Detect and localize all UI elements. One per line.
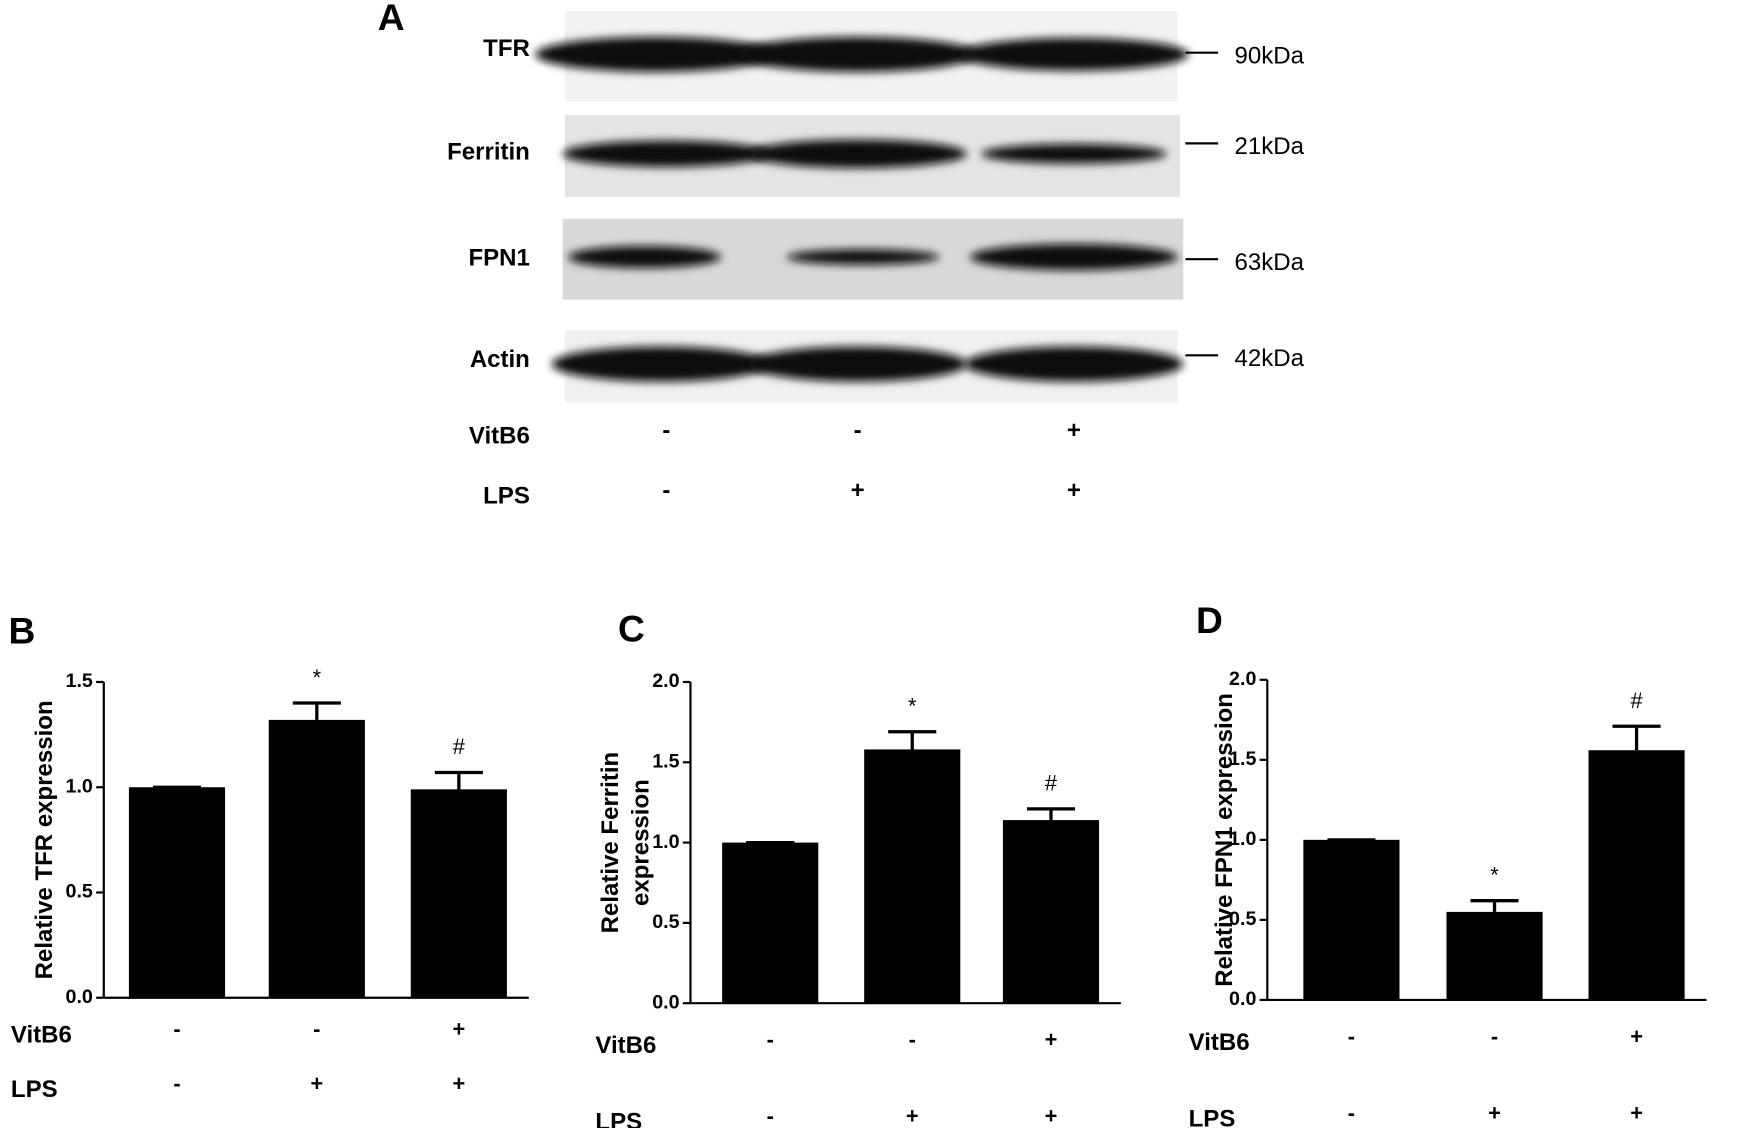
size-label: 90kDa xyxy=(1235,42,1305,69)
panel-label: A xyxy=(378,0,405,38)
y-axis-title: Relative TFR expression xyxy=(31,700,58,979)
y-tick-label: 1.5 xyxy=(1229,748,1256,770)
treatment-sign: + xyxy=(310,1071,323,1096)
treatment-sign: - xyxy=(173,1071,180,1096)
treatment-sign: - xyxy=(909,1027,916,1052)
blot-band xyxy=(748,346,967,382)
significance-mark: * xyxy=(908,694,917,719)
panel-label: D xyxy=(1196,599,1223,641)
y-tick-label: 2.0 xyxy=(652,670,679,692)
bar xyxy=(722,842,819,1004)
treatment-label: LPS xyxy=(483,483,530,510)
blot-row-label: Ferritin xyxy=(447,139,530,166)
treatment-sign: - xyxy=(662,477,670,504)
bar xyxy=(128,787,226,998)
y-tick-label: 1.0 xyxy=(1229,828,1256,850)
y-tick-label: 0.5 xyxy=(652,911,679,933)
treatment-label: LPS xyxy=(11,1076,58,1103)
significance-mark: * xyxy=(313,665,322,690)
treatment-label: VitB6 xyxy=(469,423,530,450)
treatment-sign: - xyxy=(1348,1100,1355,1125)
y-tick-label: 1.5 xyxy=(652,750,679,772)
treatment-sign: - xyxy=(1491,1024,1498,1049)
y-tick-label: 1.5 xyxy=(66,670,93,692)
treatment-sign: - xyxy=(767,1027,774,1052)
bar xyxy=(1002,820,1100,1004)
error-bar xyxy=(888,730,937,750)
blot-band xyxy=(535,36,776,72)
significance-mark: * xyxy=(1490,862,1499,887)
treatment-sign: - xyxy=(662,417,670,444)
blot-band xyxy=(562,140,771,167)
size-label: 42kDa xyxy=(1235,345,1305,372)
blot-row-label: FPN1 xyxy=(468,245,529,272)
treatment-label: VitB6 xyxy=(595,1032,656,1059)
bar xyxy=(1588,750,1685,1000)
blot-band xyxy=(786,249,940,265)
bar xyxy=(410,789,507,998)
y-tick-label: 0.0 xyxy=(1229,988,1256,1010)
y-tick-label: 1.0 xyxy=(652,831,679,853)
treatment-sign: - xyxy=(767,1104,774,1128)
treatment-sign: + xyxy=(1488,1100,1501,1125)
size-label: 21kDa xyxy=(1235,133,1305,160)
significance-mark: # xyxy=(453,734,466,759)
treatment-label: LPS xyxy=(1189,1105,1236,1128)
treatment-sign: + xyxy=(906,1104,919,1128)
bar xyxy=(268,719,365,998)
treatment-sign: + xyxy=(1067,477,1081,504)
y-tick-label: 2.0 xyxy=(1229,668,1256,690)
y-axis-title: expression xyxy=(628,779,655,906)
blot-row-label: Actin xyxy=(470,346,530,373)
size-label: 63kDa xyxy=(1235,249,1305,276)
y-axis-title: Relative Ferritin xyxy=(597,752,624,934)
blot-band xyxy=(748,139,967,168)
blot-band xyxy=(551,346,771,382)
y-tick-label: 0.5 xyxy=(66,881,93,903)
bar xyxy=(1446,911,1543,1000)
treatment-sign: - xyxy=(854,417,862,444)
treatment-sign: - xyxy=(1348,1024,1355,1049)
treatment-sign: + xyxy=(1045,1027,1058,1052)
blot-band xyxy=(964,346,1184,382)
significance-mark: # xyxy=(1045,771,1058,796)
treatment-sign: + xyxy=(452,1071,465,1096)
significance-mark: # xyxy=(1630,688,1643,713)
y-tick-label: 1.0 xyxy=(66,775,93,797)
treatment-sign: + xyxy=(1067,417,1081,444)
error-bar xyxy=(1026,807,1076,821)
treatment-sign: - xyxy=(313,1016,320,1041)
blot-band xyxy=(981,143,1167,164)
panel-label: C xyxy=(618,608,645,650)
treatment-sign: + xyxy=(1630,1024,1643,1049)
error-bar xyxy=(1470,899,1519,912)
treatment-sign: + xyxy=(1045,1104,1058,1128)
blot-band xyxy=(568,246,722,268)
blot-band xyxy=(970,243,1178,271)
y-tick-label: 0.0 xyxy=(66,986,93,1008)
treatment-label: LPS xyxy=(595,1109,642,1128)
treatment-sign: - xyxy=(173,1016,180,1041)
error-bar xyxy=(434,770,483,790)
error-bar xyxy=(292,701,341,720)
treatment-sign: + xyxy=(452,1016,465,1041)
panel-label: B xyxy=(8,610,35,652)
y-tick-label: 0.0 xyxy=(652,991,679,1013)
treatment-label: VitB6 xyxy=(11,1021,72,1048)
y-tick-label: 0.5 xyxy=(1229,908,1256,930)
treatment-sign: + xyxy=(851,477,865,504)
blot-band xyxy=(737,36,978,72)
y-axis-title: Relative FPN1 expression xyxy=(1211,693,1238,987)
treatment-label: VitB6 xyxy=(1189,1029,1250,1056)
bar xyxy=(1303,839,1400,1000)
treatment-sign: + xyxy=(1630,1100,1643,1125)
blot-row-label: TFR xyxy=(483,35,530,62)
error-bar xyxy=(1612,724,1661,751)
bar xyxy=(864,749,961,1004)
blot-band xyxy=(959,37,1189,71)
